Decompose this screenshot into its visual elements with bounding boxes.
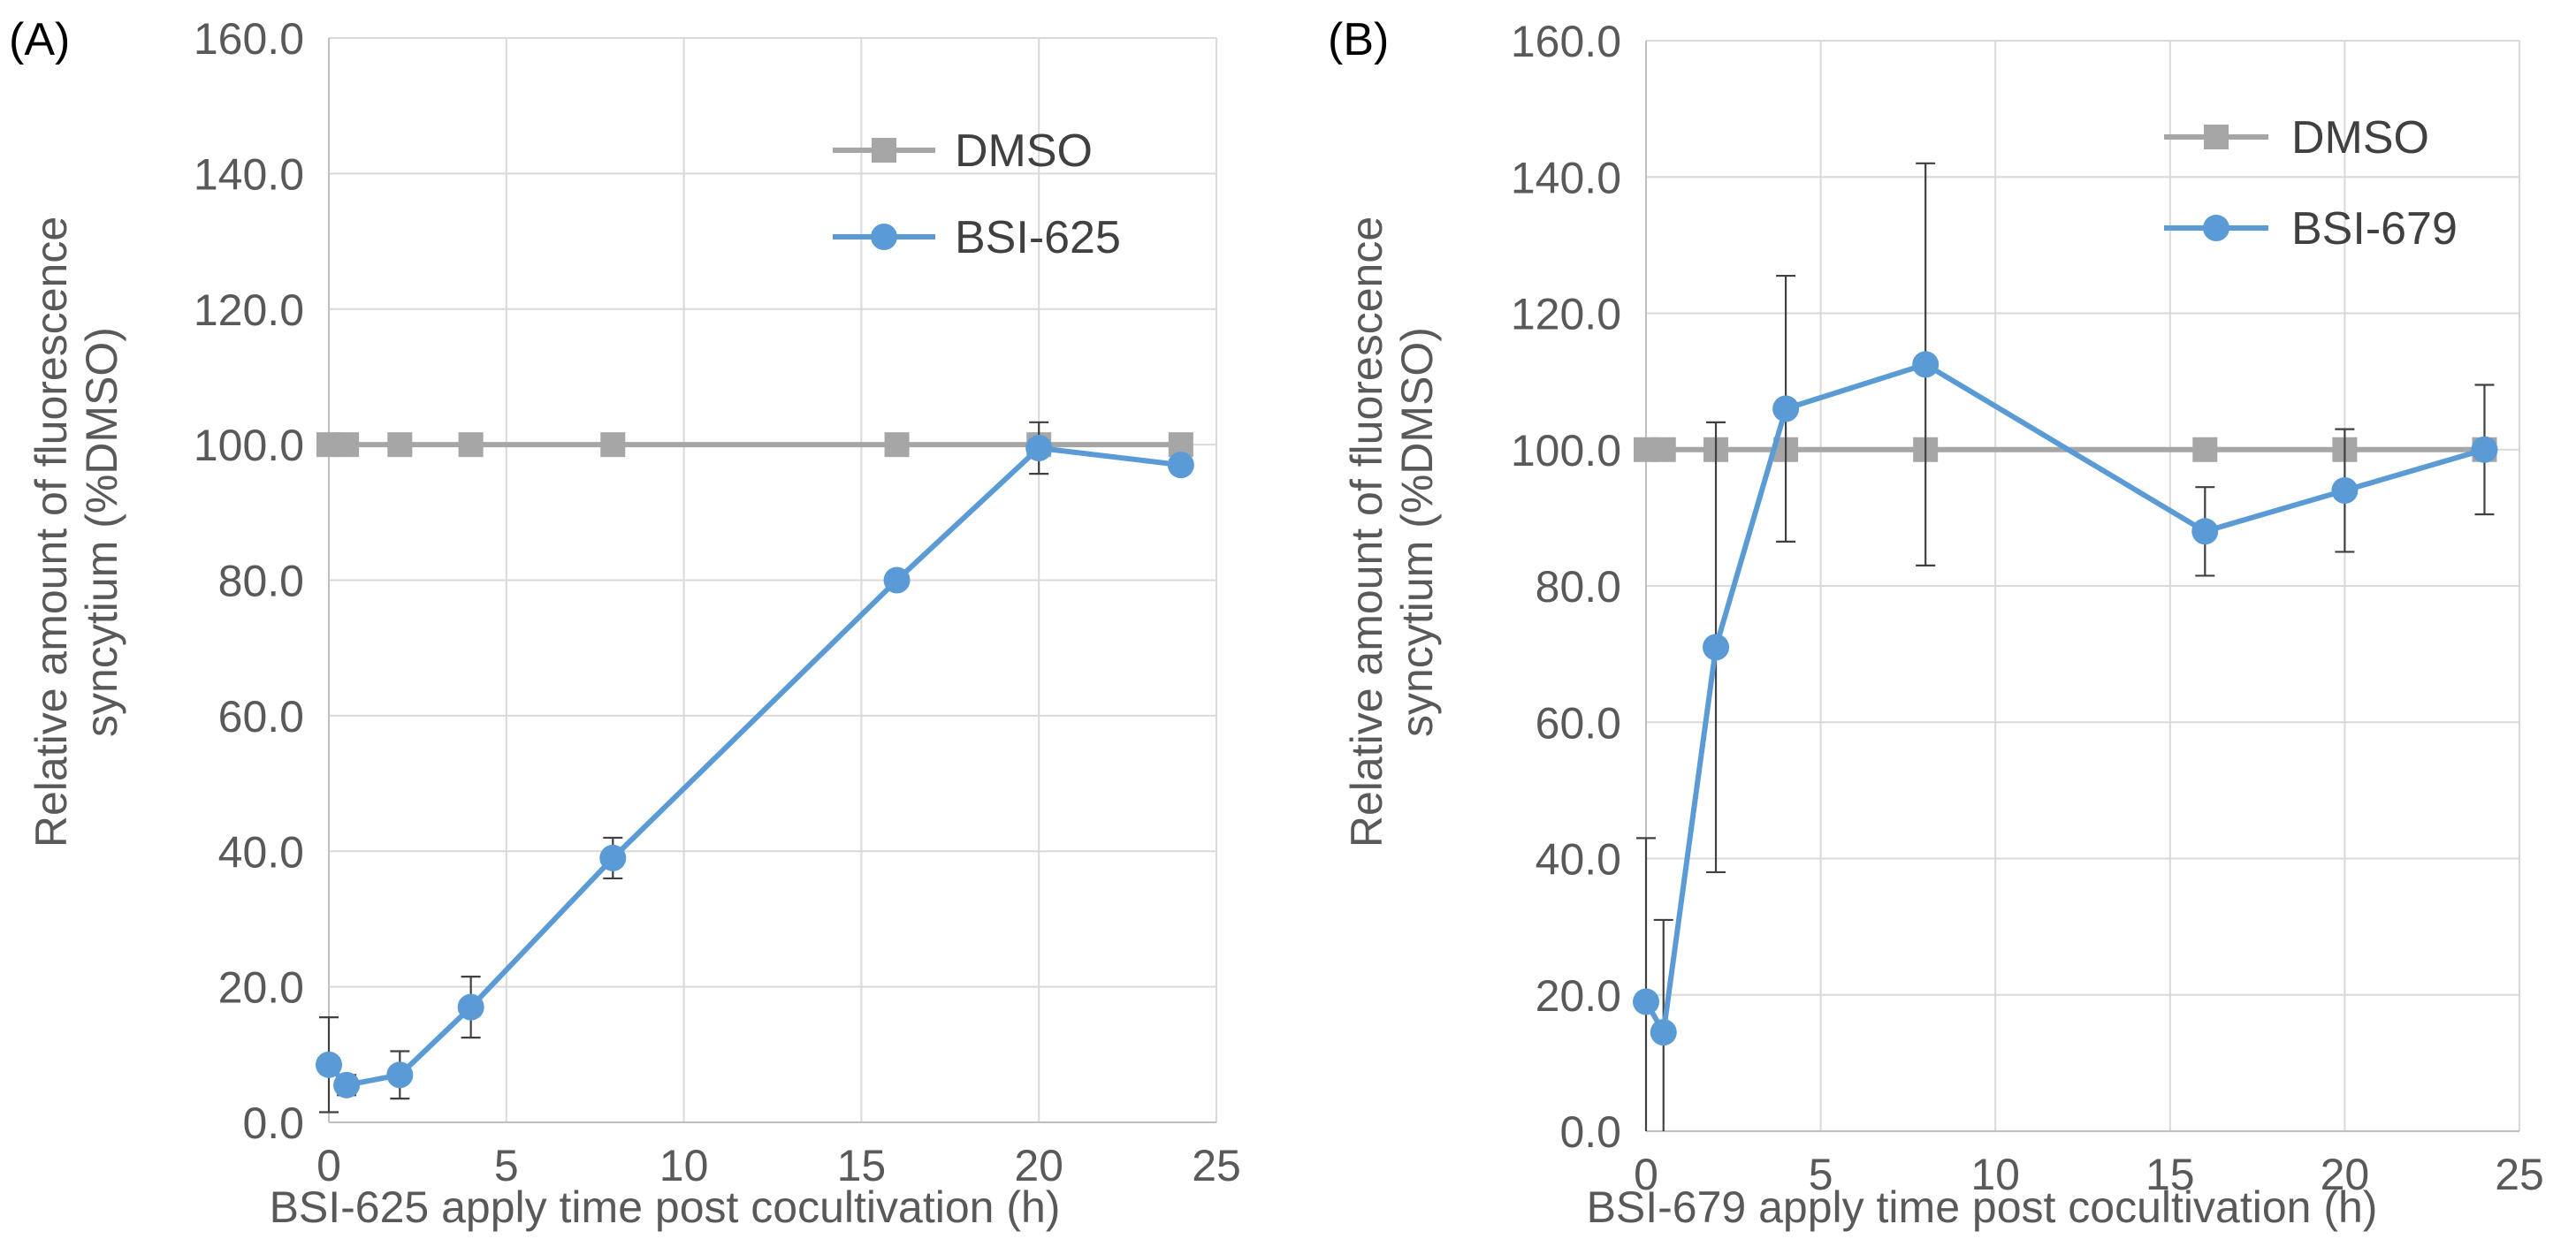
data-point-bsi-679 — [2191, 518, 2219, 545]
y-tick-label: 80.0 — [218, 557, 304, 606]
y-tick-label: 60.0 — [1536, 698, 1621, 748]
x-axis-title-a: BSI-625 apply time post cocultivation (h… — [270, 1182, 1061, 1232]
y-tick-labels-b: 0.0 20.0 40.0 60.0 80.0 100.0 120.0 140.0 160.0 — [1511, 17, 1621, 1157]
x-tick-label: 20 — [1014, 1141, 1063, 1190]
y-tick-label: 160.0 — [194, 14, 304, 64]
gridlines-b — [1646, 40, 2520, 1131]
legend-b: DMSO BSI-679 — [2164, 112, 2458, 255]
data-point-dmso — [884, 432, 910, 458]
y-axis-title-a-line1: Relative amount of fluorescence — [27, 217, 76, 848]
data-point-bsi-625 — [883, 566, 911, 594]
x-tick-label: 0 — [316, 1141, 341, 1190]
y-tick-label: 80.0 — [1536, 562, 1621, 612]
plot-area-b — [1633, 162, 2498, 1131]
data-point-bsi-625 — [457, 993, 484, 1021]
data-point-bsi-679 — [1633, 988, 1659, 1015]
data-point-bsi-679 — [2471, 436, 2498, 463]
y-tick-label: 20.0 — [1536, 971, 1621, 1021]
y-tick-label: 160.0 — [1511, 17, 1621, 66]
y-tick-label: 0.0 — [1559, 1107, 1621, 1157]
x-tick-label: 10 — [1970, 1150, 2020, 1199]
y-tick-label: 20.0 — [218, 963, 304, 1013]
y-axis-title-b-line1: Relative amount of fluorescence — [1342, 217, 1391, 848]
y-tick-label: 40.0 — [1536, 835, 1621, 885]
y-tick-label: 40.0 — [218, 827, 304, 877]
x-tick-label: 10 — [659, 1141, 709, 1190]
x-tick-label: 5 — [494, 1141, 519, 1190]
panel-label-b: (B) — [1328, 14, 1389, 65]
legend-marker-bsi-625 — [871, 224, 897, 250]
y-axis-title-a-line2: syncytium (%DMSO) — [77, 327, 126, 737]
data-point-bsi-679 — [1772, 395, 1800, 422]
data-point-dmso — [334, 432, 360, 458]
x-tick-label: 20 — [2321, 1150, 2370, 1199]
data-point-dmso — [387, 432, 413, 458]
series-line-bsi-679 — [1643, 361, 2488, 1036]
y-tick-label: 140.0 — [1511, 153, 1621, 202]
legend-marker-bsi-679 — [2203, 215, 2229, 241]
y-axis-title-b-line2: syncytium (%DMSO) — [1392, 327, 1442, 737]
chart-panel-b: (B) 0.0 20.0 40.0 60.0 80.0 100.0 120.0 140.0 16… — [1328, 14, 2544, 1232]
data-point-bsi-679 — [1703, 634, 1730, 661]
data-point-bsi-679 — [1912, 351, 1940, 378]
legend-label-bsi-625: BSI-625 — [955, 212, 1121, 263]
x-tick-label: 15 — [2145, 1150, 2195, 1199]
y-tick-label: 120.0 — [194, 285, 304, 335]
x-tick-label: 5 — [1809, 1150, 1833, 1199]
x-tick-labels-b: 0 5 10 15 20 25 — [1634, 1150, 2544, 1199]
panel-label-a: (A) — [9, 14, 70, 65]
plot-area-a — [316, 421, 1194, 1114]
x-tick-label: 25 — [1192, 1141, 1241, 1190]
gridlines-a — [329, 37, 1217, 1122]
x-axis-title-b: BSI-679 apply time post cocultivation (h… — [1587, 1182, 2378, 1232]
data-point-bsi-625 — [1167, 452, 1194, 479]
legend-a: DMSO BSI-625 — [833, 125, 1121, 263]
y-tick-label: 100.0 — [1511, 426, 1621, 475]
y-tick-labels-a: 0.0 20.0 40.0 60.0 80.0 100.0 120.0 140.0 160.0 — [194, 14, 304, 1148]
y-tick-label: 100.0 — [194, 421, 304, 470]
x-tick-labels-a: 0 5 10 15 20 25 — [316, 1141, 1241, 1190]
data-point-dmso — [600, 432, 626, 458]
y-tick-label: 120.0 — [1511, 290, 1621, 339]
x-tick-label: 15 — [837, 1141, 887, 1190]
data-point-bsi-625 — [599, 844, 627, 871]
legend-label-dmso: DMSO — [2291, 112, 2429, 163]
data-point-bsi-679 — [2331, 477, 2359, 505]
y-tick-label: 60.0 — [218, 692, 304, 741]
data-point-dmso — [1650, 437, 1676, 462]
y-tick-label: 0.0 — [242, 1098, 304, 1148]
data-point-dmso — [458, 432, 484, 458]
legend-label-bsi-679: BSI-679 — [2291, 203, 2458, 255]
data-point-bsi-625 — [386, 1061, 414, 1089]
data-point-bsi-625 — [333, 1071, 361, 1098]
data-point-dmso — [2192, 437, 2218, 462]
data-point-bsi-625 — [1025, 434, 1053, 461]
legend-marker-dmso — [872, 138, 896, 163]
data-point-bsi-679 — [1650, 1019, 1677, 1046]
data-point-bsi-625 — [316, 1051, 342, 1078]
legend-marker-dmso — [2204, 125, 2229, 149]
y-tick-label: 140.0 — [194, 149, 304, 199]
axes-a — [328, 38, 1216, 1123]
series-line-bsi-625 — [326, 445, 1184, 1088]
chart-panel-a: (A) 0.0 20.0 40.0 60.0 80.0 100.0 120.0 140.0 16… — [9, 14, 1241, 1232]
x-tick-label: 0 — [1634, 1150, 1658, 1199]
legend-label-dmso: DMSO — [955, 125, 1093, 177]
x-tick-label: 25 — [2495, 1150, 2544, 1199]
